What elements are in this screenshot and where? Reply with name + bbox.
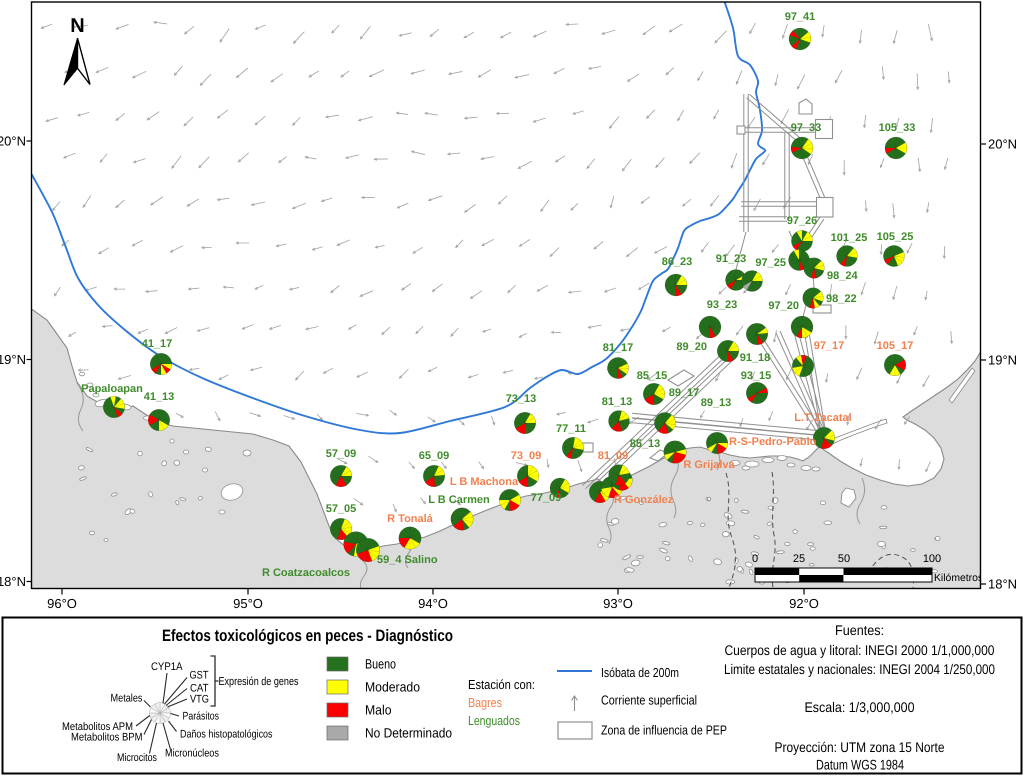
- svg-text:81_17: 81_17: [603, 342, 634, 354]
- svg-text:CAT: CAT: [190, 683, 209, 695]
- svg-text:L.T Zacatal: L.T Zacatal: [794, 412, 851, 424]
- svg-text:19°N: 19°N: [988, 353, 1017, 368]
- svg-text:CYP1A: CYP1A: [151, 661, 183, 673]
- svg-text:Metales: Metales: [111, 693, 143, 705]
- svg-text:19°N: 19°N: [0, 352, 26, 367]
- svg-text:65_09: 65_09: [419, 450, 450, 462]
- svg-text:101_25: 101_25: [831, 232, 868, 244]
- svg-text:Corriente superficial: Corriente superficial: [601, 693, 697, 708]
- svg-text:Moderado: Moderado: [365, 680, 420, 695]
- svg-text:105_33: 105_33: [879, 122, 916, 134]
- svg-text:Datum WGS 1984: Datum WGS 1984: [816, 757, 904, 773]
- svg-text:73_13: 73_13: [506, 393, 537, 405]
- svg-text:89_20: 89_20: [676, 341, 707, 353]
- svg-text:97_41: 97_41: [785, 11, 816, 23]
- svg-text:77_09: 77_09: [531, 492, 562, 504]
- svg-text:94°O: 94°O: [418, 596, 448, 611]
- svg-text:97_33: 97_33: [791, 122, 822, 134]
- svg-text:No Determinado: No Determinado: [365, 726, 452, 741]
- svg-text:105_25: 105_25: [877, 231, 914, 243]
- svg-text:95°O: 95°O: [233, 596, 263, 611]
- svg-text:Fuentes:: Fuentes:: [835, 622, 884, 638]
- svg-text:18°N: 18°N: [988, 577, 1017, 592]
- svg-text:Daños histopatológicos: Daños histopatológicos: [180, 729, 273, 741]
- svg-text:Malo: Malo: [365, 703, 392, 718]
- svg-text:57_09: 57_09: [326, 448, 357, 460]
- svg-text:Bagres: Bagres: [468, 695, 502, 710]
- svg-text:41_17: 41_17: [142, 338, 173, 350]
- svg-text:Isóbata de 200m: Isóbata de 200m: [601, 665, 679, 680]
- svg-text:85_15: 85_15: [637, 370, 668, 382]
- svg-text:Metabolitos BPM: Metabolitos BPM: [71, 732, 143, 744]
- svg-text:Estación con:: Estación con:: [468, 677, 535, 692]
- svg-text:Limite estatales y nacionales:: Limite estatales y nacionales: INEGI 200…: [724, 661, 995, 677]
- svg-text:96°O: 96°O: [47, 596, 77, 611]
- svg-text:89_17: 89_17: [669, 387, 700, 399]
- svg-text:97_25: 97_25: [755, 257, 786, 269]
- svg-text:Metabolitos APM: Metabolitos APM: [62, 721, 133, 733]
- svg-text:98_22: 98_22: [826, 293, 857, 305]
- svg-text:Proyección: UTM zona 15 Norte: Proyección: UTM zona 15 Norte: [775, 739, 945, 755]
- svg-text:81_09: 81_09: [598, 450, 629, 462]
- svg-text:77_11: 77_11: [556, 423, 586, 435]
- svg-text:97_26: 97_26: [787, 215, 818, 227]
- svg-text:Escala: 1/3,000,000: Escala: 1/3,000,000: [805, 699, 915, 715]
- svg-text:18°N: 18°N: [0, 574, 26, 589]
- svg-text:100: 100: [923, 553, 941, 565]
- svg-text:N: N: [70, 15, 84, 37]
- svg-text:Zona de influencia de PEP: Zona de influencia de PEP: [601, 723, 727, 738]
- svg-text:R Grijalva: R Grijalva: [683, 459, 735, 471]
- svg-text:81_13: 81_13: [602, 396, 633, 408]
- svg-text:97_17: 97_17: [814, 340, 845, 352]
- svg-text:25: 25: [793, 553, 805, 565]
- svg-text:Expresión de genes: Expresión de genes: [219, 676, 299, 688]
- svg-text:Bueno: Bueno: [365, 657, 396, 672]
- svg-text:20°N: 20°N: [0, 134, 26, 149]
- svg-text:R Tonalá: R Tonalá: [387, 513, 434, 525]
- svg-text:89_13: 89_13: [701, 397, 732, 409]
- svg-text:Microcitos: Microcitos: [117, 752, 157, 764]
- svg-text:97_20: 97_20: [768, 300, 799, 312]
- svg-text:R-S-Pedro-Pablo: R-S-Pedro-Pablo: [729, 436, 817, 448]
- svg-text:91_18: 91_18: [740, 352, 771, 364]
- svg-text:86_23: 86_23: [662, 256, 693, 268]
- svg-text:93_15: 93_15: [741, 370, 772, 382]
- svg-text:98_24: 98_24: [827, 270, 858, 282]
- svg-text:85_13: 85_13: [630, 438, 661, 450]
- svg-text:0: 0: [752, 553, 758, 565]
- svg-text:105_17: 105_17: [877, 340, 914, 352]
- svg-text:93°O: 93°O: [603, 596, 633, 611]
- svg-text:57_05: 57_05: [326, 503, 357, 515]
- svg-text:50: 50: [838, 553, 850, 565]
- svg-text:73_09: 73_09: [511, 450, 542, 462]
- svg-text:GST: GST: [190, 670, 209, 682]
- svg-text:R González: R González: [614, 494, 674, 506]
- svg-text:Papaloapan: Papaloapan: [81, 383, 143, 395]
- svg-text:R Coatzacoalcos: R Coatzacoalcos: [262, 567, 350, 579]
- svg-text:92°O: 92°O: [789, 596, 819, 611]
- svg-text:Micronúcleos: Micronúcleos: [165, 748, 219, 760]
- svg-text:59_4 Salino: 59_4 Salino: [377, 554, 438, 566]
- svg-text:Efectos toxicológicos en peces: Efectos toxicológicos en peces - Diagnós…: [162, 627, 453, 645]
- svg-text:Kilómetros: Kilómetros: [934, 573, 983, 584]
- svg-text:20°N: 20°N: [988, 137, 1017, 152]
- svg-text:L B Machona: L B Machona: [450, 476, 519, 488]
- svg-text:L B Carmen: L B Carmen: [428, 494, 490, 506]
- svg-text:91_23: 91_23: [716, 253, 747, 265]
- svg-text:Cuerpos de agua y litoral: INE: Cuerpos de agua y litoral: INEGI 2000 1/…: [725, 642, 995, 658]
- svg-text:93_23: 93_23: [707, 299, 738, 311]
- svg-text:Lenguados: Lenguados: [468, 713, 520, 728]
- svg-text:41_13: 41_13: [144, 391, 175, 403]
- svg-text:Parásitos: Parásitos: [183, 711, 220, 723]
- svg-text:VTG: VTG: [190, 694, 209, 706]
